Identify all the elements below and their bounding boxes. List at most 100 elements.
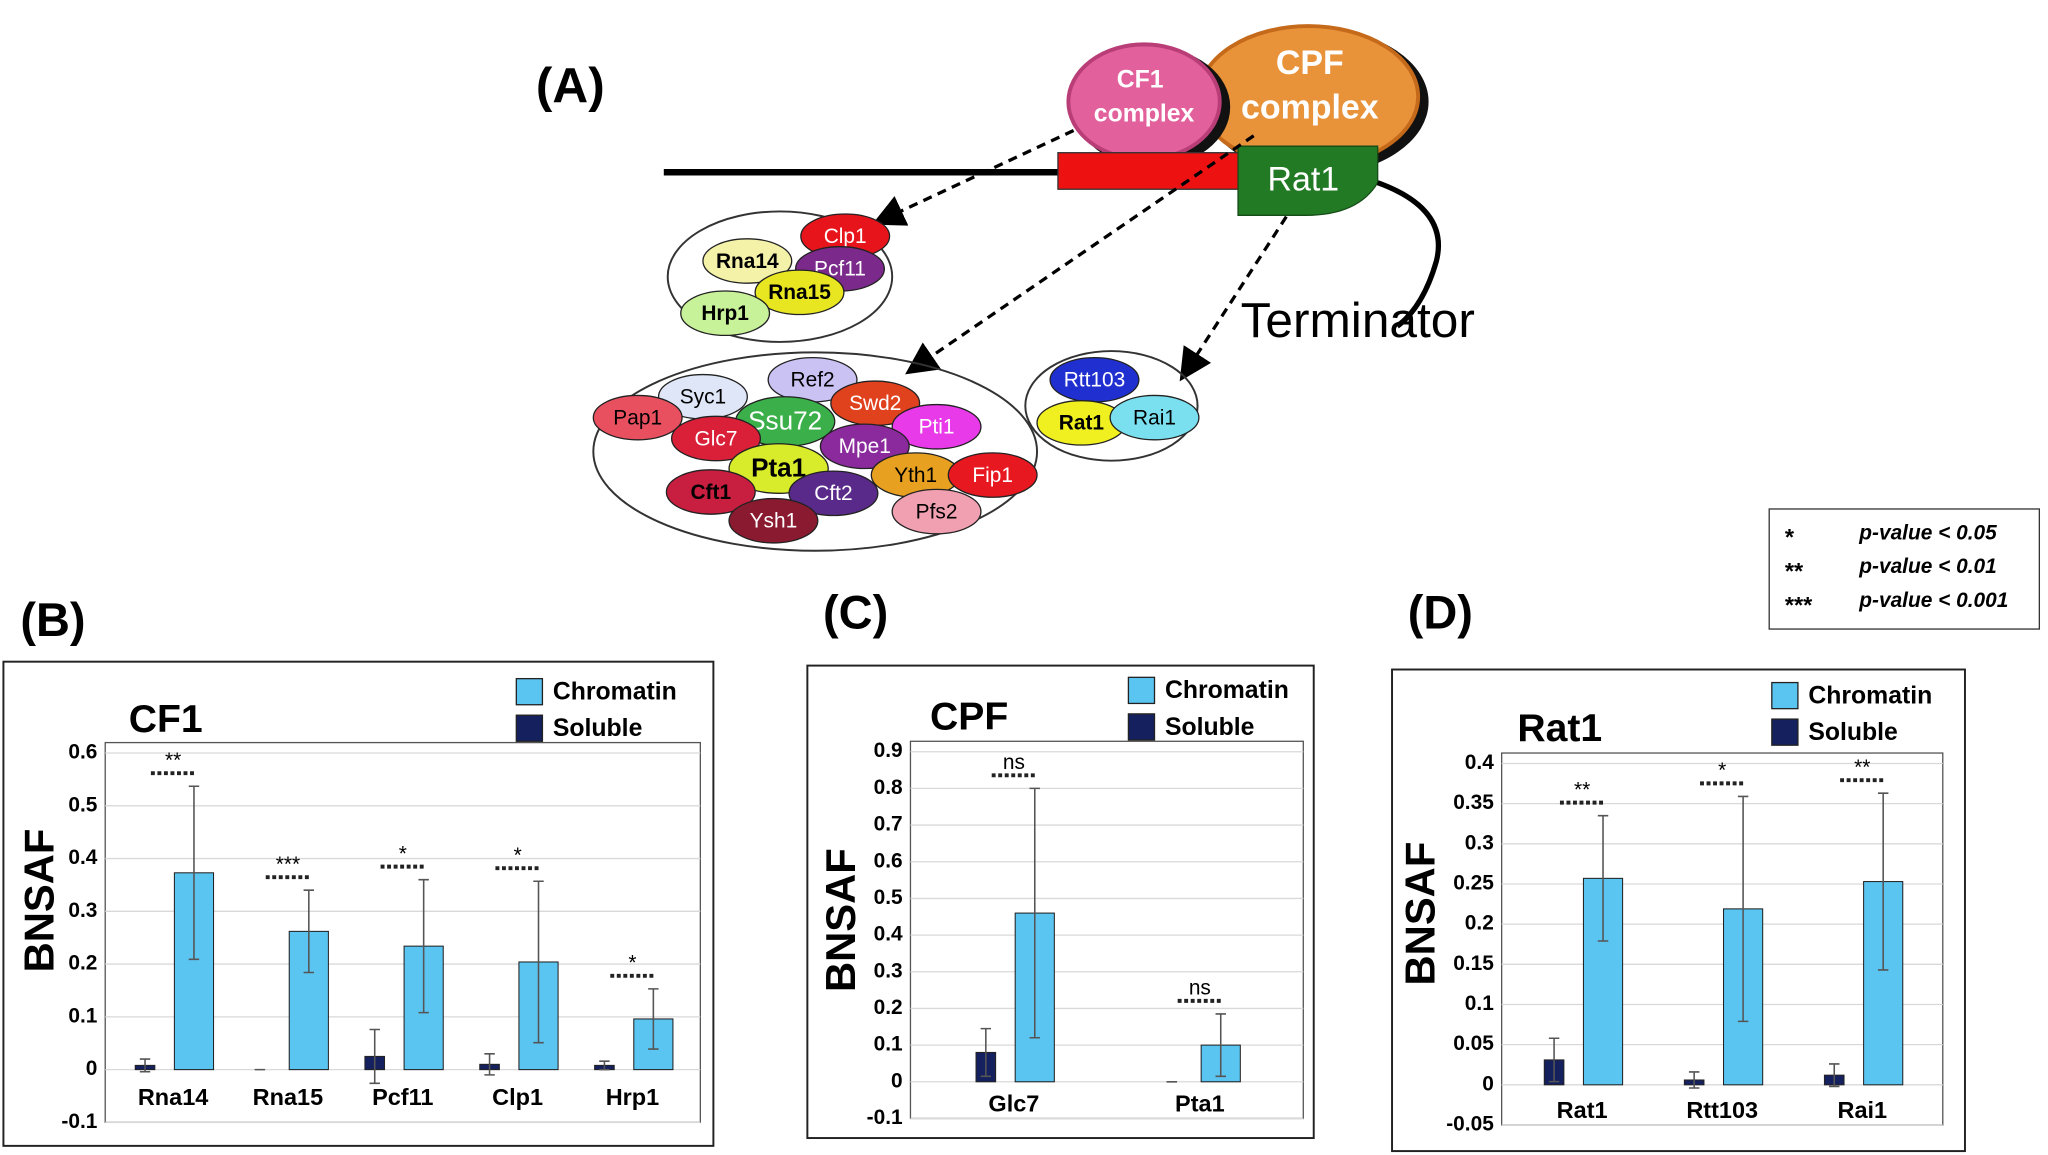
protein-label: Hrp1 xyxy=(701,302,749,325)
protein-label: Glc7 xyxy=(695,427,738,450)
x-tick-label: Pta1 xyxy=(1175,1091,1225,1117)
y-tick-label: 0.2 xyxy=(1465,912,1494,935)
error-bar xyxy=(1029,787,1040,1039)
protein-node xyxy=(702,238,793,284)
error-bar xyxy=(1737,795,1749,1023)
y-tick-label: 0.3 xyxy=(68,899,97,922)
protein-label: Pta1 xyxy=(751,453,806,483)
legend-swatch xyxy=(515,677,544,706)
significance-legend xyxy=(1768,508,2041,630)
y-tick-label: 0.4 xyxy=(874,923,903,946)
terminator-region xyxy=(1057,152,1242,190)
protein-label: Pfs2 xyxy=(916,500,958,523)
legend-swatch xyxy=(1127,713,1156,741)
y-tick-label: 0.15 xyxy=(1453,952,1494,975)
protein-label: Rai1 xyxy=(1133,406,1176,429)
error-bar xyxy=(1829,1063,1840,1088)
legend-label: Chromatin xyxy=(1165,677,1289,704)
protein-node xyxy=(728,497,819,544)
error-bar xyxy=(980,1027,992,1078)
protein-label: Cft2 xyxy=(814,482,852,505)
chart-title: CF1 xyxy=(129,698,203,741)
protein-node xyxy=(680,290,771,337)
rat1-group xyxy=(1024,350,1199,462)
error-bar xyxy=(648,988,659,1050)
cf1-label: CF1 xyxy=(1117,66,1164,93)
significance-label: * xyxy=(514,844,522,867)
y-tick-label: 0.1 xyxy=(68,1004,97,1027)
protein-label: Swd2 xyxy=(849,392,901,415)
protein-node xyxy=(670,415,762,462)
x-tick-label: Hrp1 xyxy=(606,1084,660,1110)
error-bar xyxy=(1688,1071,1700,1089)
protein-label: Rna14 xyxy=(716,250,779,273)
significance-label: * xyxy=(1718,759,1726,782)
protein-label: Mpe1 xyxy=(839,435,891,458)
y-tick-label: 0.1 xyxy=(874,1033,903,1056)
y-tick-label: 0.7 xyxy=(874,813,903,836)
chart-title: Rat1 xyxy=(1517,707,1602,750)
protein-node xyxy=(947,452,1038,498)
protein-node xyxy=(665,469,756,515)
y-tick-label: 0.9 xyxy=(874,739,903,762)
y-axis-label: BNSAF xyxy=(1396,842,1443,986)
error-bar xyxy=(418,878,429,1014)
y-tick-label: 0 xyxy=(1482,1072,1494,1095)
legend-swatch xyxy=(1771,681,1799,710)
protein-label: Pti1 xyxy=(919,416,955,439)
y-tick-label: 0.4 xyxy=(68,846,97,869)
protein-label: Ysh1 xyxy=(750,510,798,533)
error-bar xyxy=(1215,1013,1226,1078)
significance-label: * xyxy=(628,952,636,975)
rat1-label: Rat1 xyxy=(1267,160,1339,198)
protein-label: Cft1 xyxy=(690,481,731,504)
protein-node xyxy=(592,394,683,441)
y-tick-label: -0.1 xyxy=(867,1106,903,1129)
panel-label: (A) xyxy=(536,57,605,113)
legend-text: p-value < 0.001 xyxy=(1858,589,2008,612)
rna-strand xyxy=(1376,180,1441,329)
y-tick-label: 0.5 xyxy=(68,793,97,816)
protein-label: Rna15 xyxy=(768,281,831,304)
y-tick-label: 0.3 xyxy=(1465,831,1494,854)
y-tick-label: 0.4 xyxy=(1465,751,1494,774)
significance-label: * xyxy=(399,842,407,865)
legend-label: Soluble xyxy=(1165,714,1255,741)
x-tick-label: Rna15 xyxy=(253,1084,324,1110)
protein-label: Ssu72 xyxy=(748,406,822,436)
protein-label: Yth1 xyxy=(894,464,937,487)
panel-label: (B) xyxy=(20,593,85,646)
error-bar xyxy=(1877,792,1889,971)
error-bar xyxy=(369,1028,380,1085)
y-tick-label: 0.5 xyxy=(874,886,903,909)
protein-label: Rtt103 xyxy=(1064,369,1126,392)
significance-label: ns xyxy=(1003,751,1025,774)
significance-label: *** xyxy=(276,853,300,876)
protein-node xyxy=(754,269,845,316)
significance-label: ** xyxy=(1574,778,1590,801)
legend-swatch xyxy=(515,714,544,742)
protein-node xyxy=(891,488,982,535)
legend-text: p-value < 0.01 xyxy=(1858,555,1997,578)
y-tick-label: -0.05 xyxy=(1446,1112,1494,1135)
y-tick-label: 0.8 xyxy=(874,776,903,799)
y-tick-label: 0.2 xyxy=(874,996,903,1019)
legend-label: Chromatin xyxy=(553,679,677,706)
error-bar xyxy=(139,1058,151,1073)
error-bar xyxy=(533,880,544,1044)
panel-label: (C) xyxy=(823,585,888,638)
protein-node xyxy=(891,403,982,450)
error-bar xyxy=(1597,814,1609,942)
y-tick-label: 0.3 xyxy=(874,959,903,982)
protein-label: Pap1 xyxy=(613,406,662,429)
y-tick-label: 0.6 xyxy=(68,741,97,764)
rat1-protein xyxy=(1237,145,1379,216)
x-tick-label: Clp1 xyxy=(492,1084,543,1110)
x-tick-label: Rtt103 xyxy=(1686,1097,1758,1123)
error-bar xyxy=(484,1052,495,1076)
y-tick-label: 0.1 xyxy=(1465,992,1494,1015)
legend-symbol: ** xyxy=(1785,558,1804,584)
cpf-label: CPF xyxy=(1276,44,1344,82)
y-tick-label: -0.1 xyxy=(61,1110,97,1133)
legend-text: p-value < 0.05 xyxy=(1858,521,1997,544)
